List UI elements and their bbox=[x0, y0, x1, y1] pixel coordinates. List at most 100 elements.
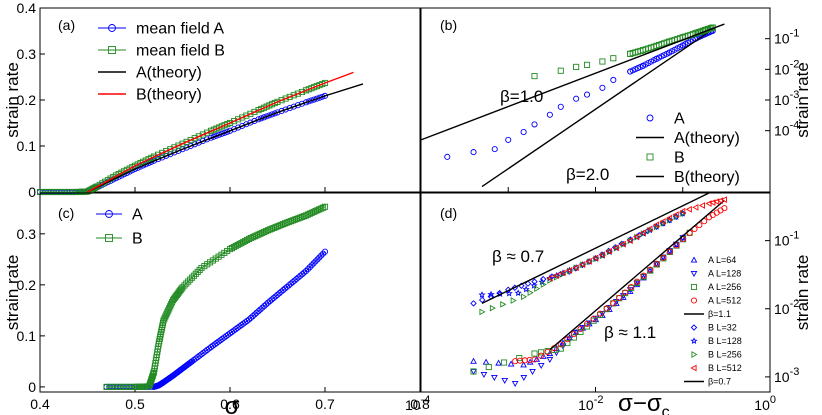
point-a bbox=[470, 149, 477, 156]
point-mean-field-a bbox=[231, 126, 238, 133]
line-a-theory bbox=[481, 28, 714, 188]
point-b-l-256 bbox=[489, 304, 496, 312]
point-a-l-256 bbox=[583, 323, 591, 330]
point-b bbox=[163, 311, 170, 318]
point-mean-field-b bbox=[175, 142, 182, 149]
point-b bbox=[299, 213, 306, 220]
point-b bbox=[150, 370, 157, 377]
point-b-l-512 bbox=[566, 267, 573, 274]
legend-label-a: A bbox=[674, 110, 685, 127]
point-b bbox=[295, 215, 302, 222]
point-b-l-512 bbox=[619, 240, 626, 248]
point-a-l-512 bbox=[590, 315, 597, 322]
point-a bbox=[276, 290, 283, 297]
point-a bbox=[583, 91, 591, 98]
point-mean-field-b bbox=[179, 140, 186, 147]
point-a-l-128 bbox=[592, 315, 600, 322]
point-a bbox=[272, 293, 279, 300]
point-b bbox=[310, 208, 317, 216]
point-b bbox=[276, 222, 283, 229]
point-a-l-256 bbox=[557, 345, 564, 352]
legend-label-0-7: β=0.7 bbox=[708, 377, 731, 387]
point-a bbox=[204, 346, 211, 354]
point-b bbox=[230, 244, 237, 251]
point-b bbox=[185, 278, 192, 285]
panel-b-label: (b) bbox=[440, 17, 457, 33]
point-mean-field-b bbox=[191, 135, 198, 142]
point-b bbox=[304, 211, 311, 218]
panel-c-xtick-label: 0.7 bbox=[315, 396, 335, 412]
legend-label-b-l-128: B L=128 bbox=[708, 336, 742, 346]
legend-marker-a-l-64 bbox=[690, 256, 698, 263]
point-mean-field-b bbox=[286, 93, 293, 100]
point-b-l-512 bbox=[720, 196, 727, 203]
point-mean-field-b bbox=[199, 131, 206, 138]
point-a bbox=[318, 252, 325, 259]
point-b bbox=[242, 237, 249, 245]
point-mean-field-a bbox=[313, 95, 320, 102]
point-mean-field-b bbox=[278, 97, 285, 104]
legend-label-b-theory: B(theory) bbox=[136, 87, 202, 104]
point-mean-field-b bbox=[235, 116, 242, 123]
legend-entry-a: A bbox=[646, 110, 685, 127]
point-b-l-32 bbox=[470, 300, 477, 307]
point-b bbox=[283, 219, 291, 226]
point-a-l-512 bbox=[647, 266, 654, 273]
point-b-l-256 bbox=[547, 277, 554, 284]
legend-label-b-theory: B(theory) bbox=[674, 169, 740, 186]
legend-label-a-l-128: A L=128 bbox=[708, 269, 741, 279]
point-b-l-256 bbox=[660, 220, 667, 227]
point-b bbox=[301, 213, 308, 220]
point-a bbox=[308, 262, 315, 269]
series-a-theory bbox=[87, 83, 364, 193]
panel-d-xtick-label: 10-2 bbox=[578, 394, 603, 413]
legend-label-a-theory: A(theory) bbox=[674, 130, 740, 147]
legend-marker-b-l-128 bbox=[690, 337, 698, 345]
point-mean-field-a bbox=[321, 92, 329, 99]
point-a bbox=[520, 129, 527, 136]
legend-marker-a-l-256 bbox=[690, 283, 698, 291]
point-a-l-128 bbox=[501, 377, 509, 385]
point-a-l-64 bbox=[539, 352, 547, 359]
legend-marker-b bbox=[646, 153, 654, 161]
point-mean-field-a bbox=[218, 130, 225, 137]
point-b bbox=[238, 239, 245, 247]
point-mean-field-a bbox=[282, 106, 289, 113]
point-b-l-512 bbox=[612, 244, 619, 252]
panel-a-ytick-label: 0 bbox=[28, 184, 36, 200]
point-mean-field-b bbox=[195, 133, 202, 140]
legend-entry-mean-field-a: mean field A bbox=[98, 21, 224, 38]
point-mean-field-a bbox=[235, 124, 242, 131]
legend-entry-b-theory: B(theory) bbox=[98, 87, 202, 104]
point-a bbox=[301, 269, 308, 276]
point-a bbox=[190, 356, 197, 364]
point-a bbox=[278, 288, 285, 295]
point-b bbox=[253, 232, 260, 239]
point-mean-field-b bbox=[247, 110, 254, 117]
point-b-l-512 bbox=[713, 198, 720, 205]
point-b bbox=[179, 284, 186, 291]
point-mean-field-b bbox=[155, 151, 162, 158]
point-b-l-256 bbox=[521, 293, 528, 301]
point-b bbox=[166, 305, 173, 312]
point-b-l-128 bbox=[478, 291, 486, 298]
point-a bbox=[263, 301, 270, 308]
point-a bbox=[259, 304, 266, 311]
legend-entry-a-l-128: A L=128 bbox=[690, 269, 741, 279]
point-b-l-512 bbox=[559, 269, 566, 277]
point-a-l-512 bbox=[721, 205, 728, 212]
point-mean-field-b bbox=[294, 90, 301, 97]
point-a bbox=[268, 296, 275, 303]
point-b-l-512 bbox=[709, 199, 716, 206]
legend-entry-a-theory: A(theory) bbox=[98, 65, 202, 82]
point-a-l-512 bbox=[583, 320, 591, 327]
legend-label-b: B bbox=[674, 149, 685, 166]
legend-entry-1-1: β=1.1 bbox=[684, 309, 731, 319]
point-mean-field-a bbox=[269, 111, 276, 118]
point-b bbox=[245, 235, 253, 242]
point-a bbox=[546, 111, 553, 118]
point-b-l-512 bbox=[679, 207, 686, 215]
point-a-l-256 bbox=[538, 349, 545, 356]
panel-c-xlabel: σ bbox=[225, 393, 240, 415]
point-a bbox=[266, 298, 273, 305]
